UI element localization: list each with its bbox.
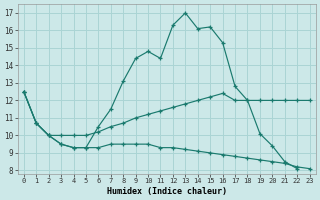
X-axis label: Humidex (Indice chaleur): Humidex (Indice chaleur) (107, 187, 227, 196)
